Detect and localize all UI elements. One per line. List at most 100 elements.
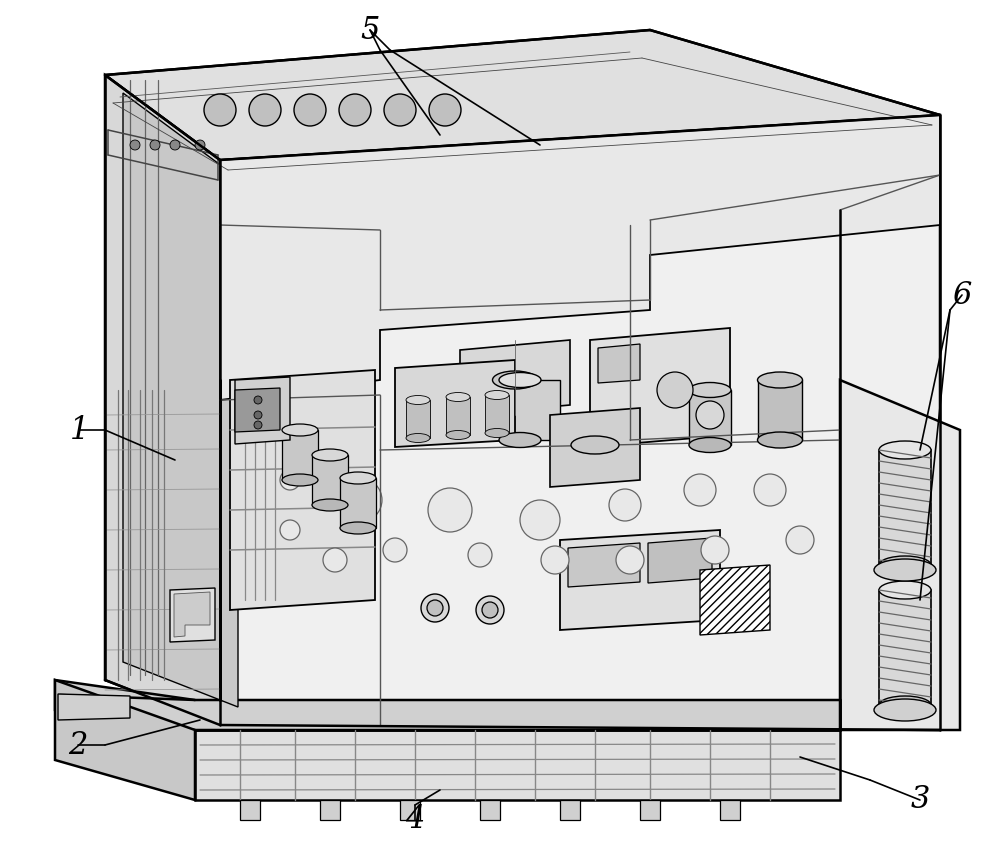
Circle shape: [520, 500, 560, 540]
Polygon shape: [340, 478, 376, 528]
Ellipse shape: [499, 373, 541, 388]
Ellipse shape: [499, 432, 541, 447]
Text: 3: 3: [910, 785, 930, 816]
Circle shape: [254, 421, 262, 429]
Circle shape: [384, 94, 416, 126]
Circle shape: [429, 94, 461, 126]
Polygon shape: [195, 730, 840, 800]
Circle shape: [280, 520, 300, 540]
Polygon shape: [550, 408, 640, 487]
Ellipse shape: [874, 699, 936, 721]
Circle shape: [616, 546, 644, 574]
Circle shape: [280, 470, 300, 490]
Circle shape: [249, 94, 281, 126]
Text: 2: 2: [68, 729, 88, 760]
Ellipse shape: [406, 433, 430, 442]
Polygon shape: [235, 388, 280, 432]
Circle shape: [541, 546, 569, 574]
Polygon shape: [480, 380, 560, 440]
Polygon shape: [282, 430, 318, 480]
Polygon shape: [395, 360, 515, 447]
Polygon shape: [590, 328, 730, 447]
Polygon shape: [689, 390, 731, 445]
Ellipse shape: [485, 429, 509, 437]
Ellipse shape: [485, 390, 509, 399]
Polygon shape: [174, 592, 210, 637]
Polygon shape: [170, 588, 215, 642]
Circle shape: [684, 474, 716, 506]
Circle shape: [428, 488, 472, 532]
Ellipse shape: [446, 393, 470, 401]
Polygon shape: [720, 800, 740, 820]
Ellipse shape: [312, 499, 348, 511]
Ellipse shape: [874, 559, 936, 581]
Polygon shape: [560, 530, 720, 630]
Ellipse shape: [282, 424, 318, 436]
Polygon shape: [446, 397, 470, 435]
Text: 1: 1: [70, 415, 90, 446]
Circle shape: [254, 411, 262, 419]
Polygon shape: [120, 700, 840, 730]
Polygon shape: [406, 400, 430, 438]
Circle shape: [609, 489, 641, 521]
Polygon shape: [55, 680, 195, 800]
Polygon shape: [879, 590, 931, 705]
Polygon shape: [480, 800, 500, 820]
Polygon shape: [840, 380, 960, 730]
Circle shape: [754, 474, 786, 506]
Text: 4: 4: [405, 805, 425, 835]
Ellipse shape: [689, 437, 731, 452]
Polygon shape: [879, 450, 931, 565]
Polygon shape: [105, 75, 220, 725]
Ellipse shape: [879, 441, 931, 459]
Polygon shape: [58, 694, 130, 720]
Circle shape: [786, 526, 814, 554]
Text: 6: 6: [952, 279, 972, 310]
Polygon shape: [758, 380, 802, 440]
Polygon shape: [240, 800, 260, 820]
Text: 5: 5: [360, 14, 380, 45]
Circle shape: [294, 94, 326, 126]
Polygon shape: [123, 93, 238, 707]
Ellipse shape: [446, 431, 470, 440]
Polygon shape: [55, 680, 840, 730]
Polygon shape: [220, 115, 940, 730]
Circle shape: [323, 548, 347, 572]
Ellipse shape: [879, 696, 931, 714]
Circle shape: [421, 594, 449, 622]
Polygon shape: [235, 377, 290, 444]
Polygon shape: [648, 538, 712, 583]
Circle shape: [130, 140, 140, 150]
Polygon shape: [568, 543, 640, 587]
Circle shape: [338, 478, 382, 522]
Ellipse shape: [312, 449, 348, 461]
Circle shape: [204, 94, 236, 126]
Ellipse shape: [571, 436, 619, 454]
Circle shape: [339, 94, 371, 126]
Ellipse shape: [689, 383, 731, 398]
Polygon shape: [230, 370, 375, 610]
Polygon shape: [560, 800, 580, 820]
Circle shape: [468, 543, 492, 567]
Ellipse shape: [879, 581, 931, 599]
Circle shape: [482, 602, 498, 618]
Circle shape: [254, 396, 262, 404]
Polygon shape: [640, 800, 660, 820]
Circle shape: [383, 538, 407, 562]
Circle shape: [150, 140, 160, 150]
Polygon shape: [312, 455, 348, 505]
Circle shape: [170, 140, 180, 150]
Ellipse shape: [340, 522, 376, 534]
Ellipse shape: [340, 472, 376, 484]
Polygon shape: [220, 115, 940, 400]
Circle shape: [657, 372, 693, 408]
Polygon shape: [460, 340, 570, 415]
Polygon shape: [700, 565, 770, 635]
Circle shape: [696, 401, 724, 429]
Circle shape: [701, 536, 729, 564]
Circle shape: [476, 596, 504, 624]
Ellipse shape: [758, 432, 802, 448]
Ellipse shape: [879, 556, 931, 574]
Polygon shape: [598, 344, 640, 383]
Ellipse shape: [758, 372, 802, 388]
